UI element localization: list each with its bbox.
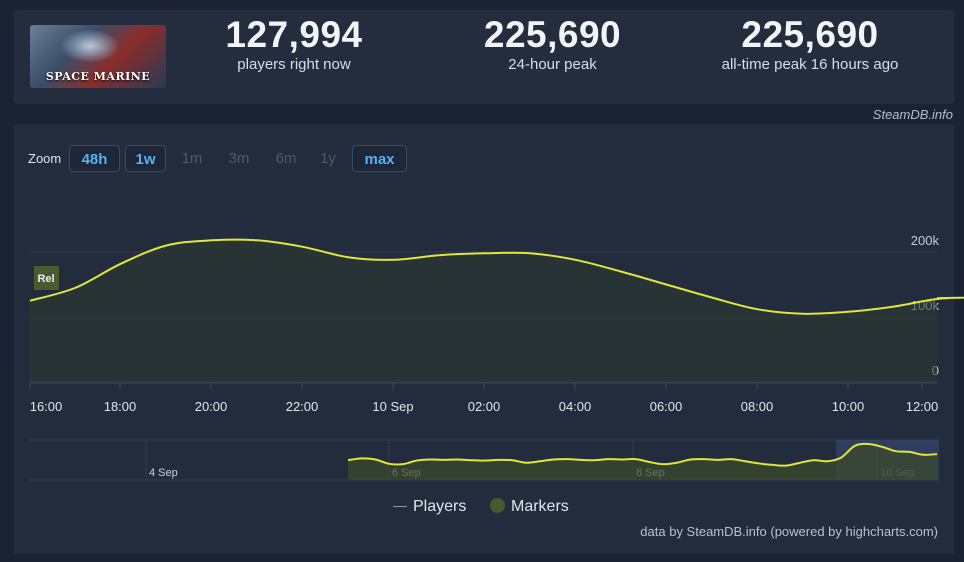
x-tick-label: 16:00 bbox=[30, 399, 63, 414]
steamdb-credit-top[interactable]: SteamDB.info bbox=[872, 107, 953, 122]
players-line bbox=[29, 238, 964, 315]
x-tick-label: 06:00 bbox=[650, 399, 683, 414]
zoom-48h-button[interactable]: 48h bbox=[69, 145, 120, 172]
legend-players-label: Players bbox=[413, 498, 467, 515]
y-tick-label: 200k bbox=[911, 233, 940, 248]
stats-bar bbox=[14, 10, 954, 104]
x-tick-label: 22:00 bbox=[286, 399, 319, 414]
current-players-label: players right now bbox=[237, 56, 351, 73]
zoom-1m-button[interactable]: 1m bbox=[181, 150, 203, 167]
stat-current-players: 127,994 players right now bbox=[210, 14, 378, 73]
zoom-1w-button[interactable]: 1w bbox=[125, 145, 166, 172]
legend-markers[interactable]: Markers bbox=[490, 498, 569, 516]
legend-markers-label: Markers bbox=[511, 498, 569, 515]
x-tick-label: 20:00 bbox=[195, 399, 228, 414]
24h-peak-label: 24-hour peak bbox=[508, 56, 597, 73]
zoom-6m-button[interactable]: 6m bbox=[275, 150, 297, 167]
x-tick-label: 10 Sep bbox=[372, 399, 413, 414]
zoom-3m-button[interactable]: 3m bbox=[228, 150, 250, 167]
stat-all-time-peak: 225,690 all-time peak 16 hours ago bbox=[705, 14, 915, 73]
24h-peak-value: 225,690 bbox=[483, 14, 622, 55]
zoom-1y-button[interactable]: 1y bbox=[320, 150, 336, 167]
stat-24h-peak: 225,690 24-hour peak bbox=[465, 14, 640, 73]
players-legend-line-icon bbox=[393, 506, 407, 508]
players-area bbox=[30, 239, 964, 382]
x-tick-label: 12:00 bbox=[906, 399, 939, 414]
markers-legend-dot-icon bbox=[490, 498, 505, 513]
navigator-area bbox=[348, 443, 937, 480]
navigator-date-label: 4 Sep bbox=[149, 467, 178, 479]
all-time-peak-value: 225,690 bbox=[741, 14, 879, 55]
release-marker-flag bbox=[34, 266, 59, 290]
game-logo: SPACE MARINE bbox=[45, 70, 151, 83]
release-marker-label: Rel bbox=[37, 273, 54, 285]
x-tick-label: 10:00 bbox=[832, 399, 865, 414]
thumbnail-artwork bbox=[60, 29, 120, 63]
navigator-line bbox=[347, 442, 938, 467]
current-players-value: 127,994 bbox=[225, 14, 363, 55]
all-time-peak-label: all-time peak 16 hours ago bbox=[721, 56, 899, 73]
x-tick-label: 02:00 bbox=[468, 399, 501, 414]
x-tick-label: 08:00 bbox=[741, 399, 774, 414]
x-tick-label: 04:00 bbox=[559, 399, 592, 414]
data-credit[interactable]: data by SteamDB.info (powered by highcha… bbox=[640, 524, 938, 539]
zoom-label: Zoom bbox=[28, 151, 62, 166]
zoom-max-button[interactable]: max bbox=[352, 145, 407, 172]
x-tick-label: 18:00 bbox=[104, 399, 137, 414]
game-thumbnail[interactable]: SPACE MARINE bbox=[30, 25, 166, 88]
legend-players[interactable]: Players bbox=[393, 498, 466, 516]
